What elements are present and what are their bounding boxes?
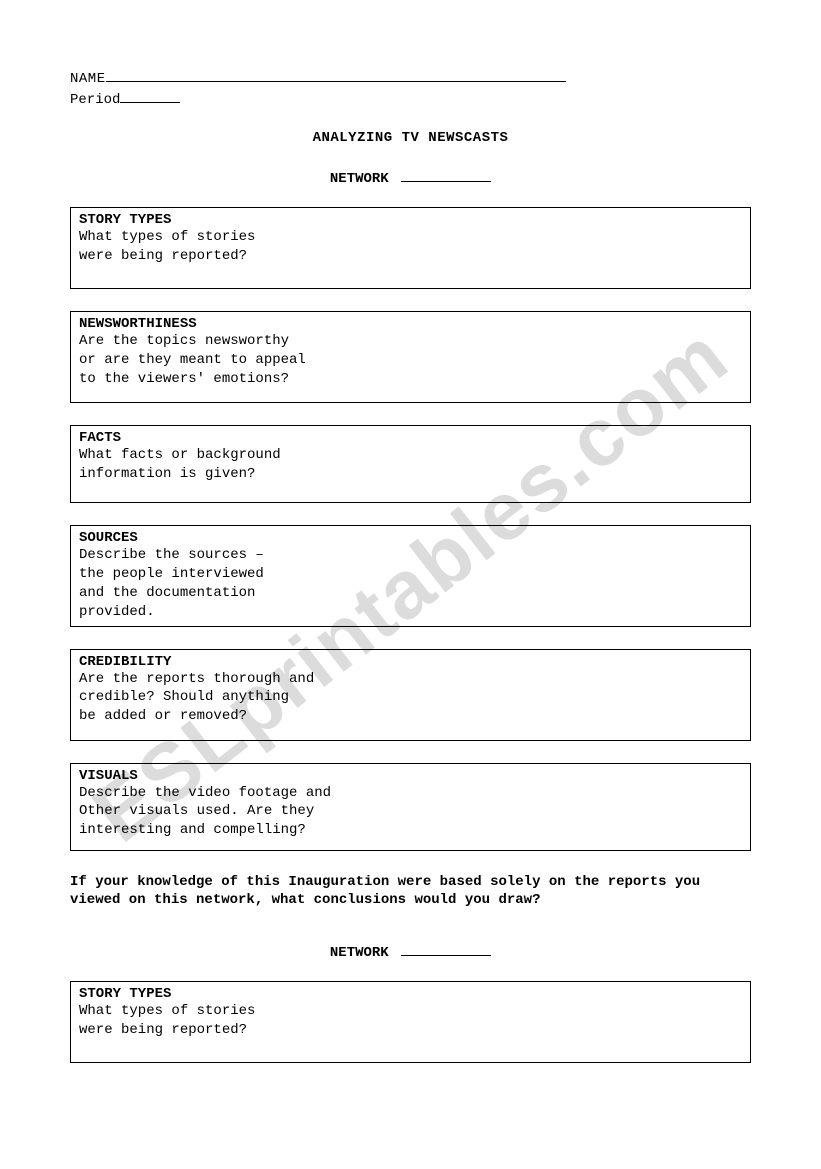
box-body: Describe the video footage and Other vis… [79, 784, 742, 841]
box-title: STORY TYPES [79, 986, 742, 1002]
box-facts: FACTS What facts or background informati… [70, 425, 751, 503]
box-body: What types of stories were being reporte… [79, 1002, 742, 1040]
box-title: STORY TYPES [79, 212, 742, 228]
page-title: ANALYZING TV NEWSCASTS [70, 130, 751, 146]
box-body: What facts or background information is … [79, 446, 742, 484]
network-row-2: NETWORK [70, 944, 751, 961]
network-blank-line-1 [401, 170, 491, 182]
name-blank-line [106, 68, 566, 82]
box-story-types-2: STORY TYPES What types of stories were b… [70, 981, 751, 1063]
box-newsworthiness: NEWSWORTHINESS Are the topics newsworthy… [70, 311, 751, 403]
box-title: CREDIBILITY [79, 654, 742, 670]
box-title: FACTS [79, 430, 742, 446]
network-row-1: NETWORK [70, 170, 751, 187]
box-body: Are the topics newsworthy or are they me… [79, 332, 742, 389]
name-row: NAME [70, 68, 751, 87]
box-body: Are the reports thorough and credible? S… [79, 670, 742, 727]
box-sources: SOURCES Describe the sources – the peopl… [70, 525, 751, 627]
name-label: NAME [70, 71, 106, 87]
box-title: NEWSWORTHINESS [79, 316, 742, 332]
worksheet-content: NAME Period ANALYZING TV NEWSCASTS NETWO… [70, 68, 751, 1063]
box-visuals: VISUALS Describe the video footage and O… [70, 763, 751, 851]
box-body: Describe the sources – the people interv… [79, 546, 742, 622]
network-label-1: NETWORK [330, 171, 389, 187]
network-blank-line-2 [401, 944, 491, 956]
network-label-2: NETWORK [330, 945, 389, 961]
period-row: Period [70, 89, 751, 108]
box-credibility: CREDIBILITY Are the reports thorough and… [70, 649, 751, 741]
box-title: VISUALS [79, 768, 742, 784]
period-blank-line [120, 89, 180, 103]
period-label: Period [70, 92, 120, 108]
conclusion-question: If your knowledge of this Inauguration w… [70, 873, 751, 911]
box-body: What types of stories were being reporte… [79, 228, 742, 266]
box-story-types-1: STORY TYPES What types of stories were b… [70, 207, 751, 289]
box-title: SOURCES [79, 530, 742, 546]
